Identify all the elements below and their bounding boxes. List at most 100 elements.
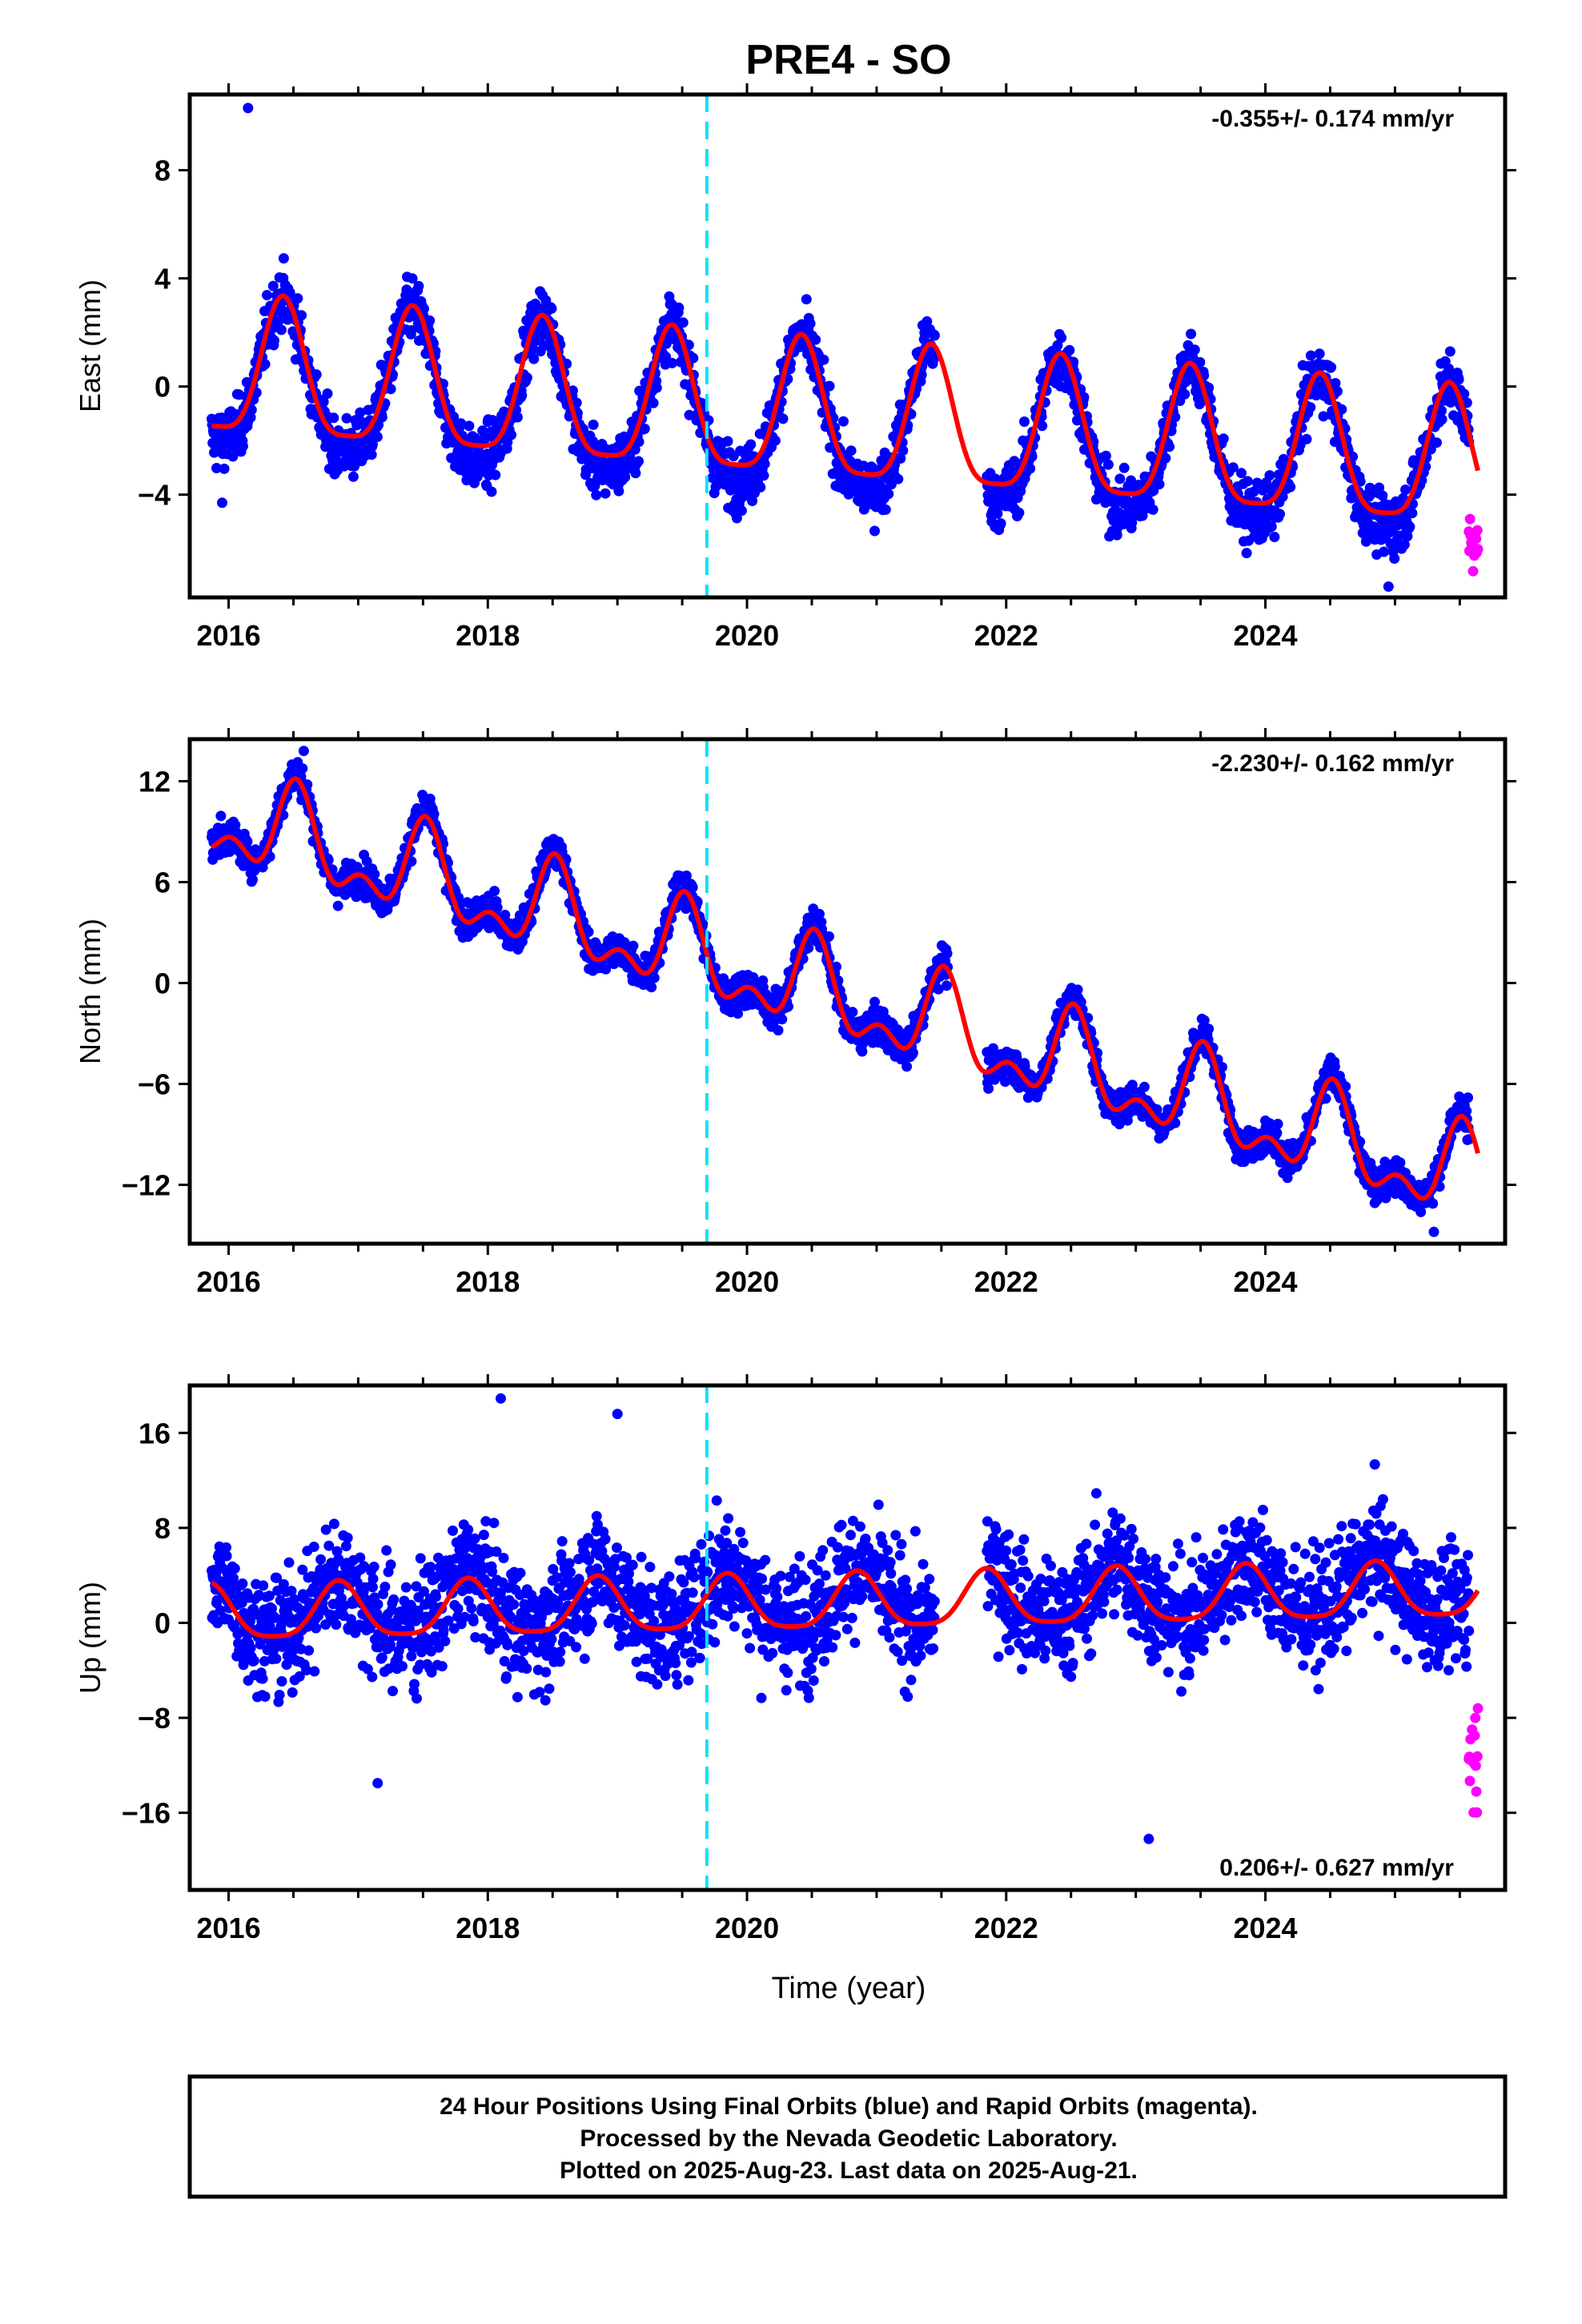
final-point (1056, 332, 1067, 344)
final-point (858, 460, 869, 472)
final-point (600, 488, 611, 499)
final-point (722, 436, 733, 447)
final-point (419, 304, 429, 314)
final-point (1164, 441, 1175, 452)
final-point (805, 318, 816, 329)
final-point (1431, 437, 1442, 448)
final-point (1241, 548, 1252, 559)
final-point (262, 290, 272, 300)
final-point (1444, 346, 1456, 357)
final-point (311, 369, 322, 380)
final-point (880, 504, 891, 515)
final-point (1102, 459, 1114, 470)
final-point (296, 310, 307, 321)
final-point (243, 103, 254, 114)
final-point (1037, 420, 1048, 432)
final-point (456, 418, 467, 429)
final-point (528, 353, 540, 364)
final-point (755, 481, 766, 493)
final-point (1126, 475, 1137, 486)
final-point (897, 445, 909, 456)
final-point (1189, 344, 1200, 356)
final-point (245, 412, 256, 423)
final-point (1203, 1023, 1215, 1035)
final-point (571, 397, 582, 408)
final-point (810, 334, 821, 345)
final-point (651, 382, 662, 393)
final-point (777, 1014, 788, 1025)
final-point (227, 451, 239, 462)
final-point (407, 273, 418, 284)
final-point (1147, 504, 1158, 515)
final-point (247, 875, 258, 885)
final-point (613, 485, 624, 497)
final-point (1118, 462, 1130, 473)
final-point (1314, 348, 1325, 360)
final-point (824, 931, 834, 942)
y-tick-label: −4 (138, 479, 171, 512)
final-point (639, 423, 650, 434)
final-point (1137, 510, 1148, 521)
final-point (895, 453, 906, 464)
final-point (1019, 416, 1030, 427)
final-point (413, 280, 424, 292)
final-point (486, 486, 497, 497)
rapid-point (1472, 525, 1483, 536)
final-point (278, 253, 289, 264)
final-point (801, 294, 812, 305)
x-tick-label: 2020 (715, 619, 779, 652)
final-point (907, 1047, 918, 1058)
final-point (758, 470, 769, 481)
final-point (648, 397, 659, 408)
final-point (869, 996, 880, 1007)
final-point (736, 505, 747, 517)
final-point (1305, 350, 1316, 361)
final-point (1111, 529, 1122, 541)
final-point (591, 489, 602, 501)
final-point (1218, 433, 1229, 444)
final-point (217, 497, 227, 509)
final-point (648, 972, 660, 983)
final-point (341, 412, 352, 424)
final-point (661, 338, 672, 349)
final-point (1301, 433, 1312, 444)
final-point (1453, 374, 1464, 385)
final-point (745, 439, 757, 450)
final-point (1331, 386, 1343, 397)
final-point (629, 444, 640, 455)
final-point (1100, 450, 1111, 461)
final-point (297, 763, 308, 774)
final-point (492, 902, 503, 913)
final-point (464, 420, 475, 432)
final-point (246, 404, 257, 416)
y-tick-label: 8 (155, 155, 171, 187)
final-point (275, 324, 287, 336)
final-point (838, 416, 849, 427)
final-point (1275, 509, 1285, 520)
final-point (929, 330, 940, 341)
final-point (512, 412, 523, 423)
final-point (995, 518, 1006, 529)
final-point (941, 980, 952, 991)
final-point (516, 390, 528, 401)
final-point (1227, 462, 1239, 473)
final-point (506, 429, 517, 440)
final-point (1271, 1128, 1283, 1139)
final-point (921, 316, 933, 327)
x-tick-label: 2022 (974, 619, 1038, 652)
final-point (901, 1061, 913, 1072)
final-point (355, 407, 366, 418)
final-point (1266, 521, 1277, 532)
x-tick-label: 2016 (197, 619, 261, 652)
final-point (215, 810, 227, 822)
final-point (259, 359, 271, 370)
final-point (777, 413, 789, 424)
final-point (349, 460, 360, 472)
final-point (1380, 1192, 1391, 1204)
final-point (489, 886, 500, 897)
final-point (677, 317, 689, 328)
final-point (267, 280, 279, 292)
final-point (1404, 521, 1415, 533)
final-point (1326, 362, 1337, 373)
